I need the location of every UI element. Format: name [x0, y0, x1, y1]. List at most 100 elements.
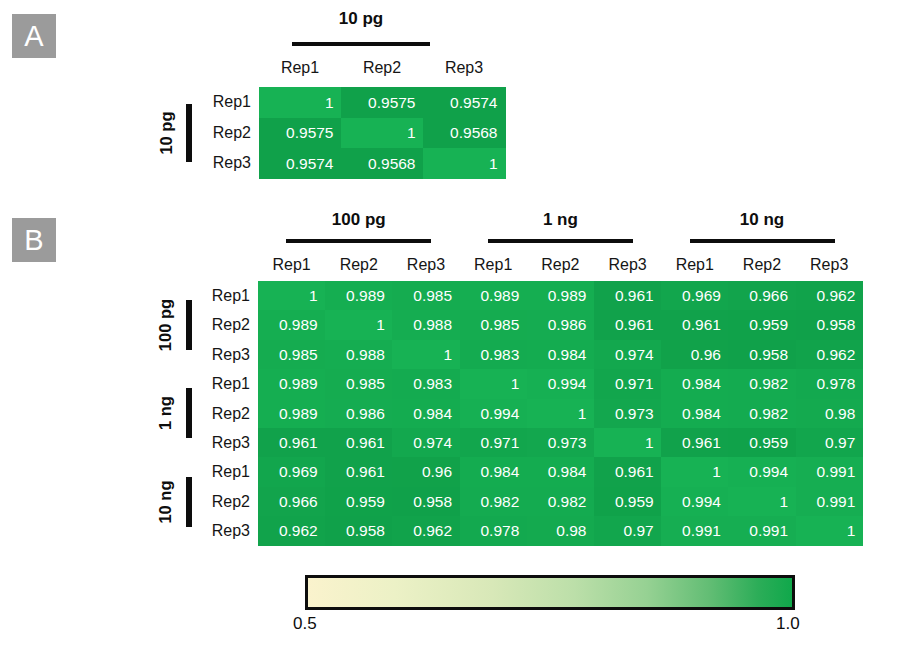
heatmap-cell: 0.984 [661, 399, 729, 429]
heatmap-cell: 0.989 [258, 310, 326, 340]
heatmap-cell: 0.982 [460, 487, 528, 517]
heatmap-cell: 0.985 [460, 310, 528, 340]
heatmap-cell: 0.969 [258, 457, 326, 487]
heatmap-cell: 0.9568 [341, 148, 424, 179]
row-group-label: 1 ng [155, 368, 175, 458]
row-label: Rep3 [182, 428, 250, 457]
heatmap-cell: 0.984 [527, 340, 595, 370]
col-group-underline [690, 239, 835, 243]
col-label: Rep2 [325, 256, 392, 274]
col-label: Rep2 [341, 59, 423, 77]
heatmap-cell: 0.988 [325, 340, 393, 370]
heatmap-cell: 0.989 [258, 369, 326, 399]
heatmap-cell: 0.9574 [259, 148, 342, 179]
heatmap-cell: 0.989 [527, 281, 595, 311]
col-label: Rep1 [259, 59, 341, 77]
heatmap-cell: 1 [259, 87, 342, 118]
col-label: Rep1 [258, 256, 325, 274]
heatmap-cell: 1 [341, 118, 424, 149]
row-label: Rep2 [182, 310, 250, 339]
col-label: Rep3 [392, 256, 459, 274]
row-label: Rep1 [182, 281, 250, 310]
col-group-header: 1 ng [460, 210, 660, 230]
heatmap-cell: 0.978 [460, 516, 528, 546]
heatmap-cell: 0.986 [325, 399, 393, 429]
col-label: Rep1 [661, 256, 728, 274]
heatmap-cell: 0.97 [796, 428, 864, 458]
heatmap-cell: 0.985 [258, 340, 326, 370]
heatmap-cell: 0.98 [796, 399, 864, 429]
col-group-header: 10 pg [261, 9, 461, 29]
heatmap-cell: 0.961 [661, 310, 729, 340]
heatmap-cell: 0.971 [460, 428, 528, 458]
heatmap-cell: 1 [728, 487, 796, 517]
row-group-label: 10 pg [156, 88, 176, 178]
row-group-label: 10 ng [155, 457, 175, 547]
heatmap-cell: 0.974 [392, 428, 460, 458]
row-label: Rep2 [182, 399, 250, 428]
heatmap-cell: 0.961 [325, 428, 393, 458]
heatmap-cell: 0.959 [728, 428, 796, 458]
heatmap-cell: 0.962 [796, 281, 864, 311]
colorbar-max-label: 1.0 [776, 614, 800, 634]
heatmap-cell: 0.961 [594, 310, 662, 340]
heatmap-cell: 0.984 [392, 399, 460, 429]
col-group-header: 100 pg [259, 210, 459, 230]
heatmap-cell: 0.982 [527, 487, 595, 517]
heatmap-cell: 0.958 [392, 487, 460, 517]
row-label: Rep1 [182, 457, 250, 486]
col-group-underline [292, 42, 430, 46]
heatmap-cell: 0.988 [392, 310, 460, 340]
row-label: Rep3 [182, 516, 250, 545]
heatmap-cell: 0.994 [460, 399, 528, 429]
col-group-header: 10 ng [662, 210, 862, 230]
heatmap-cell: 1 [796, 516, 864, 546]
heatmap-cell: 0.96 [661, 340, 729, 370]
col-label: Rep1 [460, 256, 527, 274]
colorbar-min-label: 0.5 [293, 614, 317, 634]
heatmap-cell: 0.985 [325, 369, 393, 399]
heatmap-cell: 0.986 [527, 310, 595, 340]
heatmap-cell: 0.982 [728, 399, 796, 429]
heatmap-cell: 0.962 [796, 340, 864, 370]
col-label: Rep3 [423, 59, 505, 77]
heatmap-cell: 0.969 [661, 281, 729, 311]
heatmap-cell: 0.989 [258, 399, 326, 429]
heatmap-cell: 1 [460, 369, 528, 399]
heatmap-cell: 0.971 [594, 369, 662, 399]
row-group-bracket [186, 477, 192, 527]
row-label: Rep2 [182, 487, 250, 516]
heatmap-cell: 0.9575 [341, 87, 424, 118]
row-group-bracket [186, 300, 192, 350]
heatmap-cell: 0.966 [728, 281, 796, 311]
heatmap-cell: 0.989 [460, 281, 528, 311]
row-label: Rep1 [182, 369, 250, 398]
heatmap-cell: 0.982 [728, 369, 796, 399]
col-group-underline [488, 239, 633, 243]
heatmap-cell: 0.991 [796, 487, 864, 517]
heatmap-cell: 0.9568 [423, 118, 506, 149]
heatmap-cell: 0.989 [325, 281, 393, 311]
heatmap-cell: 0.958 [796, 310, 864, 340]
col-label: Rep2 [527, 256, 594, 274]
heatmap-cell: 0.991 [728, 516, 796, 546]
heatmap-cell: 0.961 [594, 457, 662, 487]
col-label: Rep3 [796, 256, 863, 274]
heatmap-cell: 0.9575 [259, 118, 342, 149]
col-label: Rep2 [728, 256, 795, 274]
heatmap-cell: 0.961 [594, 281, 662, 311]
heatmap-cell: 0.959 [325, 487, 393, 517]
figure-canvas: A B 10 pgRep1Rep2Rep3Rep1Rep2Rep310 pg10… [0, 0, 897, 645]
heatmap-cell: 1 [258, 281, 326, 311]
row-group-bracket [186, 388, 192, 438]
row-group-bracket [186, 104, 192, 162]
heatmap-cell: 0.984 [460, 457, 528, 487]
heatmap-cell: 0.984 [527, 457, 595, 487]
heatmap-cell: 0.994 [728, 457, 796, 487]
heatmap-cell: 0.978 [796, 369, 864, 399]
heatmap-cell: 0.98 [527, 516, 595, 546]
heatmap-cell: 0.962 [392, 516, 460, 546]
heatmap-cell: 0.958 [728, 340, 796, 370]
heatmap-cell: 1 [594, 428, 662, 458]
heatmap-cell: 0.991 [796, 457, 864, 487]
